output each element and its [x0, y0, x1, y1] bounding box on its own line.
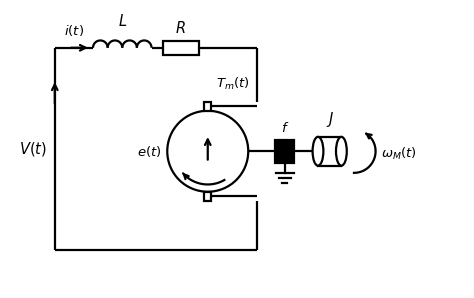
Text: $T_m(t)$: $T_m(t)$ — [216, 76, 249, 92]
Text: $V(t)$: $V(t)$ — [19, 140, 46, 158]
Text: $L$: $L$ — [118, 13, 127, 29]
Text: $e(t)$: $e(t)$ — [137, 144, 162, 159]
Text: $J$: $J$ — [326, 110, 334, 129]
Text: $f$: $f$ — [281, 121, 289, 135]
Ellipse shape — [312, 137, 323, 166]
Bar — [163, 41, 199, 55]
Text: $i(t)$: $i(t)$ — [64, 23, 84, 38]
Ellipse shape — [336, 137, 347, 166]
Circle shape — [167, 111, 248, 192]
Bar — [204, 192, 211, 201]
Bar — [275, 139, 294, 163]
Text: $\omega_M(t)$: $\omega_M(t)$ — [381, 145, 417, 162]
Bar — [204, 102, 211, 111]
Text: $R$: $R$ — [175, 20, 186, 36]
